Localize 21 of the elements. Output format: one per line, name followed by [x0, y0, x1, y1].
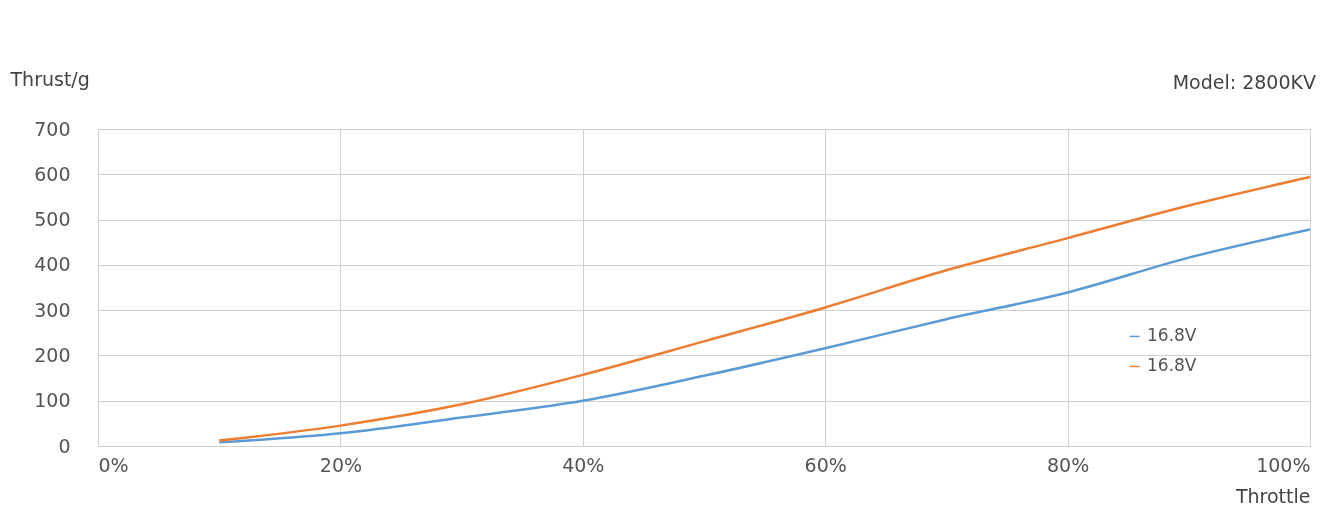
y-tick-label: 200: [34, 343, 71, 366]
line-series: [217, 175, 1312, 442]
legend-label: 16.8V: [1147, 325, 1197, 346]
legend-label: 16.8V: [1147, 355, 1197, 376]
y-tick-label: 400: [34, 253, 71, 276]
x-tick-label: 60%: [804, 453, 847, 476]
y-tick-label: 300: [34, 298, 71, 321]
x-tick-label: 100%: [1256, 453, 1311, 476]
x-tick-label: 20%: [319, 453, 363, 476]
x-tick-label: 0%: [98, 453, 129, 476]
x-tick-label: 40%: [562, 453, 605, 476]
y-axis-title: Thrust/g: [9, 67, 90, 90]
x-axis-title: Throttle: [1234, 484, 1311, 507]
y-tick-label: 600: [34, 162, 71, 185]
y-tick-label: 700: [34, 117, 71, 140]
text: Model: 2800KV: [1172, 71, 1316, 93]
y-tick-label: 0: [58, 434, 71, 457]
x-tick-label: 80%: [1046, 453, 1090, 476]
line-series: [217, 228, 1312, 444]
y-tick-label: 100: [34, 389, 71, 412]
y-tick-label: 500: [34, 208, 71, 231]
